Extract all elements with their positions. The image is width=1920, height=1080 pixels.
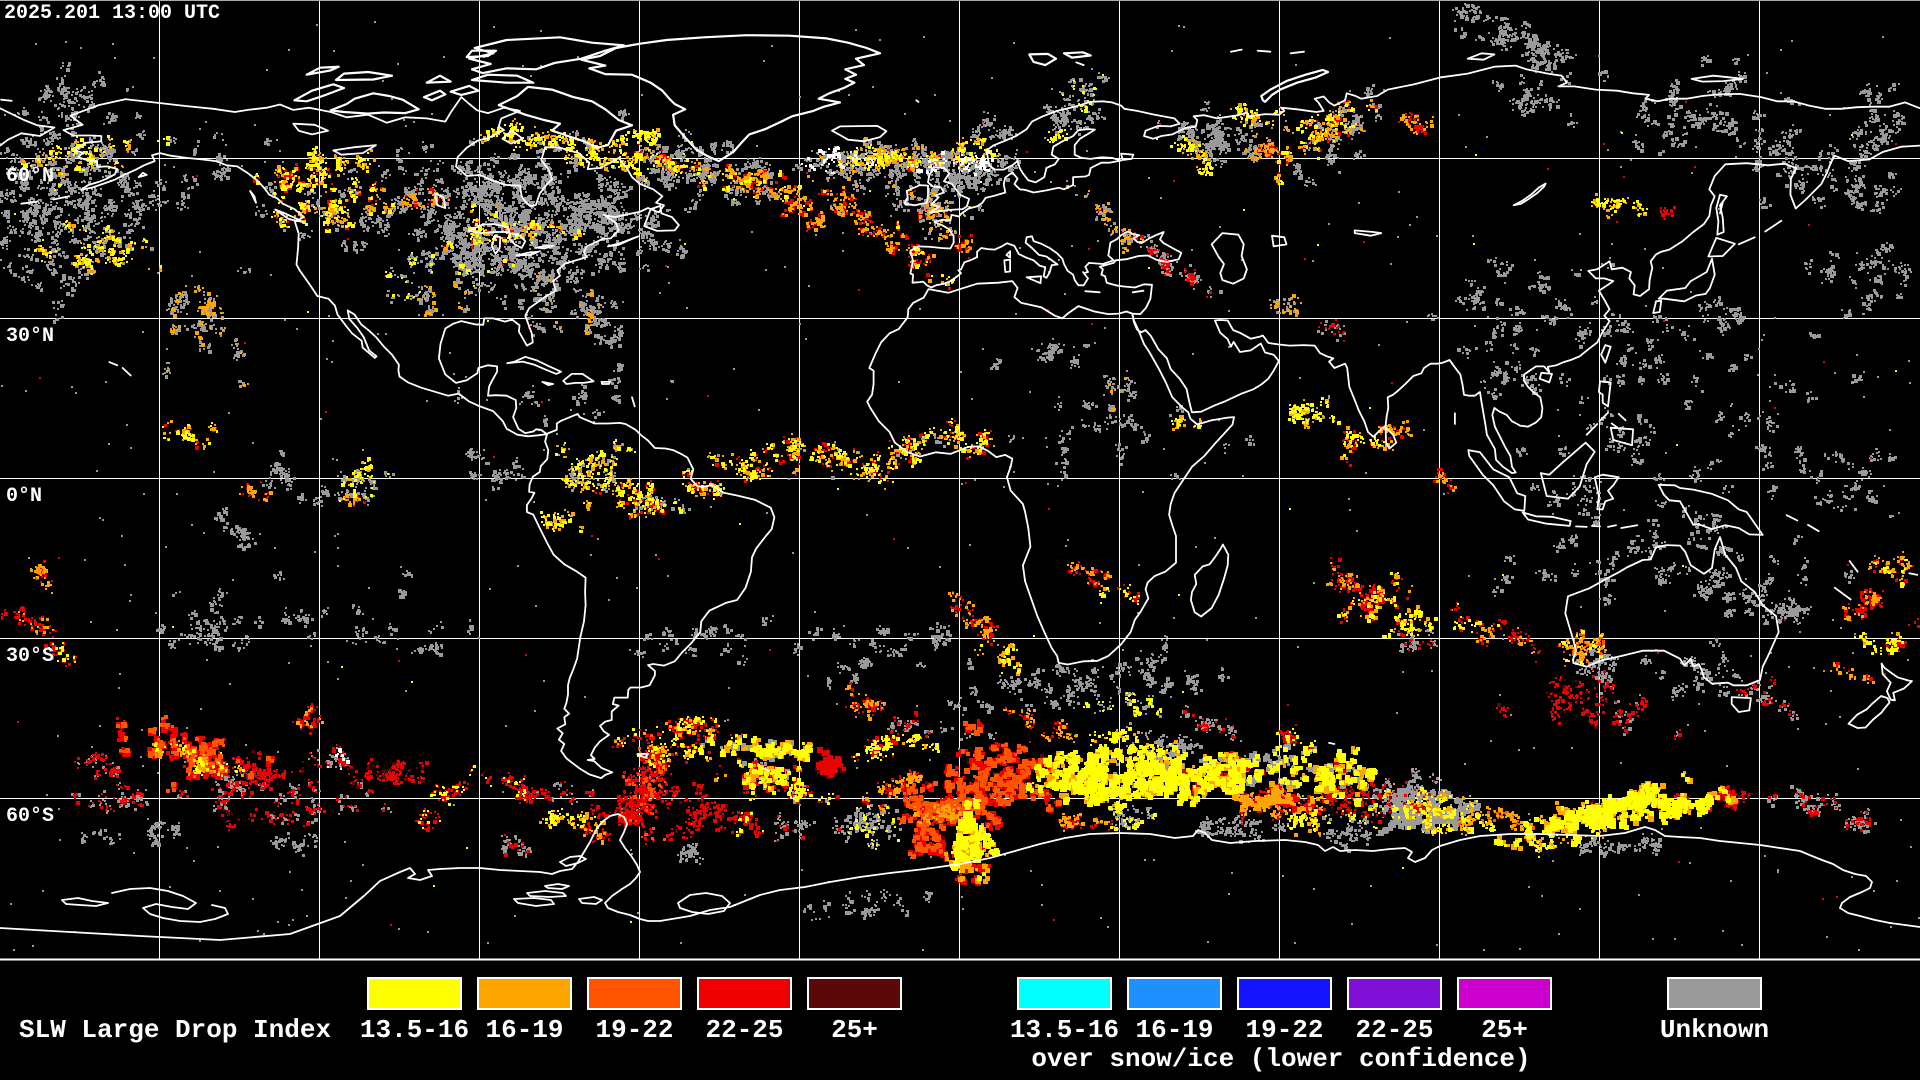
- svg-text:30°S: 30°S: [6, 645, 54, 668]
- svg-text:0°N: 0°N: [6, 485, 42, 508]
- svg-text:30°N: 30°N: [6, 325, 54, 348]
- svg-text:13.5-16: 13.5-16: [1010, 1015, 1119, 1045]
- svg-text:22-25: 22-25: [1355, 1015, 1433, 1045]
- svg-text:over snow/ice (lower confidenc: over snow/ice (lower confidence): [1031, 1044, 1530, 1074]
- svg-text:19-22: 19-22: [595, 1015, 673, 1045]
- svg-text:2025.201 13:00 UTC: 2025.201 13:00 UTC: [4, 2, 220, 25]
- svg-text:Unknown: Unknown: [1660, 1015, 1769, 1045]
- svg-text:16-19: 16-19: [485, 1015, 563, 1045]
- svg-text:SLW Large Drop Index: SLW Large Drop Index: [19, 1015, 331, 1045]
- svg-text:16-19: 16-19: [1135, 1015, 1213, 1045]
- svg-text:25+: 25+: [1481, 1015, 1528, 1045]
- svg-text:19-22: 19-22: [1245, 1015, 1323, 1045]
- svg-text:25+: 25+: [831, 1015, 878, 1045]
- svg-text:22-25: 22-25: [705, 1015, 783, 1045]
- svg-text:60°N: 60°N: [6, 165, 54, 188]
- svg-text:13.5-16: 13.5-16: [360, 1015, 469, 1045]
- svg-text:60°S: 60°S: [6, 805, 54, 828]
